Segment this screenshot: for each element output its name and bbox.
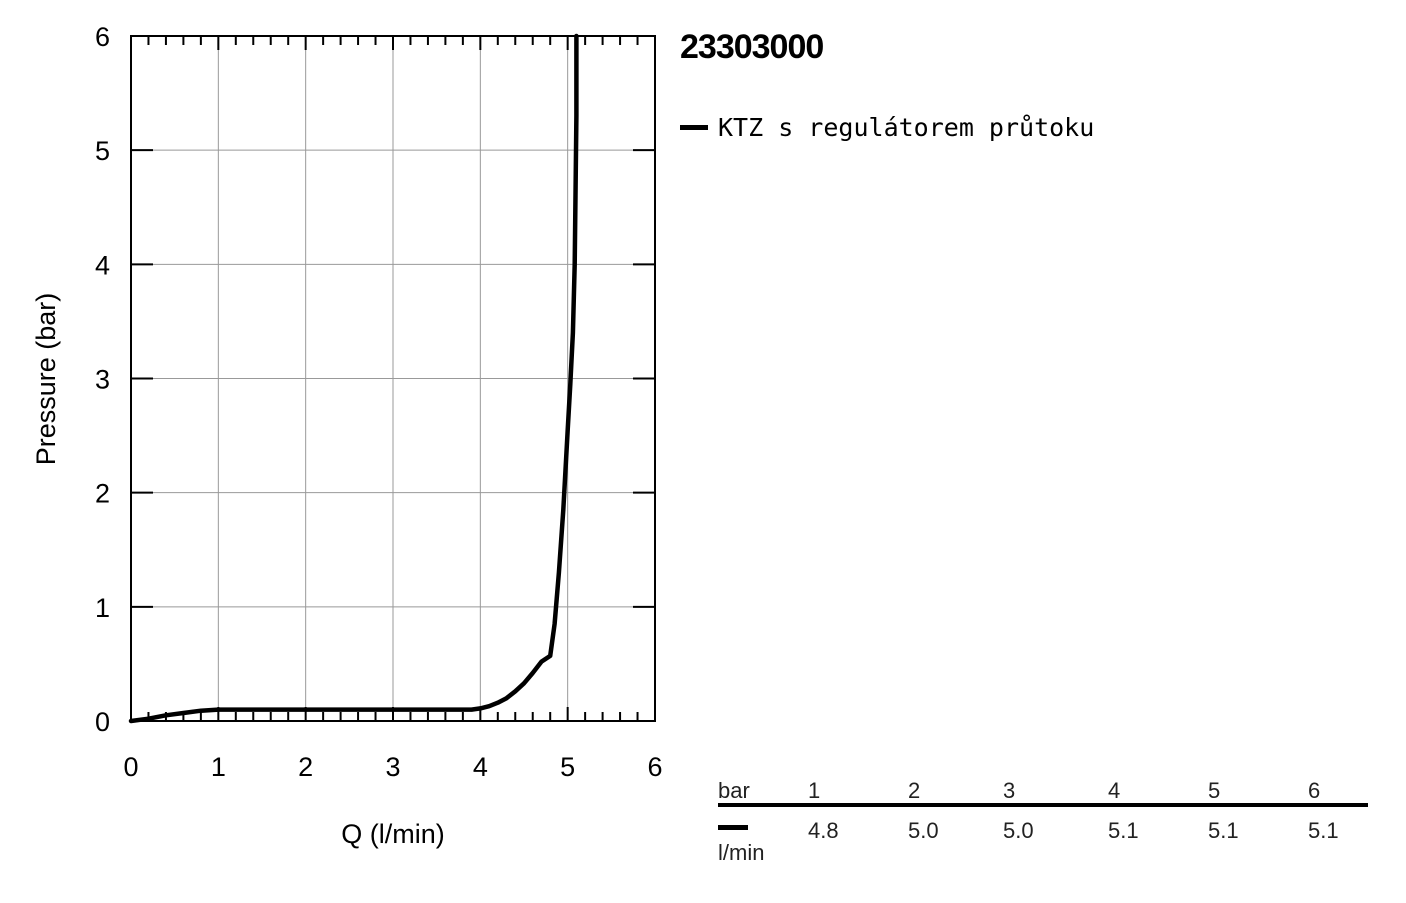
table-pressure-value: 6 xyxy=(1308,778,1321,803)
table-pressure-value: 3 xyxy=(1003,778,1016,803)
table-pressure-value: 4 xyxy=(1108,778,1121,803)
y-tick-label: 2 xyxy=(95,479,110,509)
table-pressure-header: bar xyxy=(718,778,750,803)
chart-grid xyxy=(131,36,655,721)
flow-table: bar l/min 1 4.8 2 5.0 3 5.0 4 5.1 5 5.1 … xyxy=(718,778,1368,868)
y-axis-label: Pressure (bar) xyxy=(31,293,61,466)
pressure-flow-chart: 0 1 2 3 4 5 6 0 1 2 3 4 5 6 Q (l/min) Pressure (bar) xyxy=(31,22,663,849)
y-tick-label: 5 xyxy=(95,136,110,166)
x-axis-label: Q (l/min) xyxy=(341,819,445,849)
table-flow-value: 5.1 xyxy=(1108,818,1139,843)
product-code: 23303000 xyxy=(680,28,824,66)
legend-label: KTZ s regulátorem průtoku xyxy=(718,113,1095,142)
x-tick-label: 2 xyxy=(298,752,313,782)
table-flow-value: 5.1 xyxy=(1308,818,1339,843)
y-tick-label: 6 xyxy=(95,22,110,52)
y-tick-label: 4 xyxy=(95,250,110,280)
x-tick-label: 0 xyxy=(123,752,138,782)
table-flow-unit: l/min xyxy=(718,840,765,865)
y-tick-label: 1 xyxy=(95,593,110,623)
legend: KTZ s regulátorem průtoku xyxy=(680,113,1094,142)
legend-swatch xyxy=(680,125,708,130)
table-pressure-value: 1 xyxy=(808,778,821,803)
table-flow-value: 5.0 xyxy=(1003,818,1034,843)
plot-frame xyxy=(130,35,656,722)
series-line-ktz xyxy=(128,33,579,724)
table-series-swatch xyxy=(718,825,748,830)
y-tick-label: 3 xyxy=(95,365,110,395)
table-flow-value: 5.0 xyxy=(908,818,939,843)
table-divider xyxy=(718,803,1368,807)
x-tick-label: 1 xyxy=(211,752,226,782)
table-flow-value: 5.1 xyxy=(1208,818,1239,843)
y-tick-label: 0 xyxy=(95,707,110,737)
table-pressure-value: 5 xyxy=(1208,778,1221,803)
x-tick-label: 3 xyxy=(385,752,400,782)
x-tick-label: 4 xyxy=(473,752,488,782)
y-tick-labels: 0 1 2 3 4 5 6 xyxy=(95,22,110,737)
x-tick-labels: 0 1 2 3 4 5 6 xyxy=(123,752,662,782)
table-pressure-value: 2 xyxy=(908,778,921,803)
table-flow-value: 4.8 xyxy=(808,818,839,843)
x-tick-label: 6 xyxy=(647,752,662,782)
x-tick-label: 5 xyxy=(560,752,575,782)
